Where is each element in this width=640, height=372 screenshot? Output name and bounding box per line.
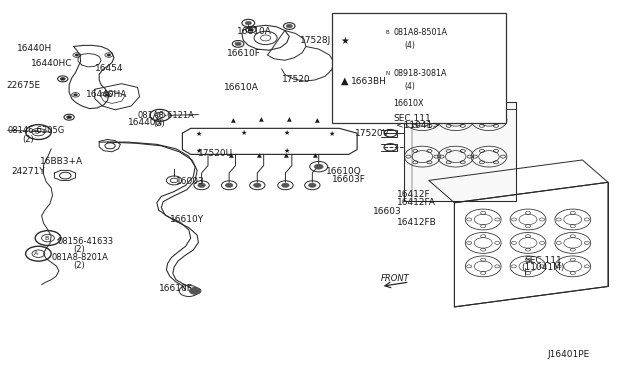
Text: 16440N: 16440N xyxy=(128,118,163,127)
Text: 1663BH: 1663BH xyxy=(351,77,387,86)
Circle shape xyxy=(286,24,292,28)
Text: (2): (2) xyxy=(74,261,85,270)
Text: 16412FB: 16412FB xyxy=(397,218,436,227)
Text: (2): (2) xyxy=(154,119,165,128)
Text: ▲: ▲ xyxy=(259,117,264,122)
Text: 16610Y: 16610Y xyxy=(170,215,204,224)
Circle shape xyxy=(106,94,109,96)
Text: 08156-41633: 08156-41633 xyxy=(58,237,114,246)
Text: 16610F: 16610F xyxy=(159,284,193,293)
Text: SEC.111: SEC.111 xyxy=(394,114,431,123)
Text: ★: ★ xyxy=(340,35,349,45)
Text: ★: ★ xyxy=(284,130,290,136)
Text: (2): (2) xyxy=(74,246,85,254)
Text: ▲: ▲ xyxy=(312,154,317,159)
Circle shape xyxy=(67,116,72,119)
Text: ★: ★ xyxy=(195,148,202,154)
Text: 16412FA: 16412FA xyxy=(397,198,436,207)
Circle shape xyxy=(245,21,252,25)
Circle shape xyxy=(282,183,289,187)
Circle shape xyxy=(248,28,253,31)
Text: 17520: 17520 xyxy=(282,76,310,84)
Text: ★: ★ xyxy=(195,131,202,137)
Bar xyxy=(404,102,516,201)
Text: J16401PE: J16401PE xyxy=(547,350,589,359)
Text: <11041>: <11041> xyxy=(396,121,440,130)
Text: 081A8-6121A: 081A8-6121A xyxy=(138,111,195,120)
Circle shape xyxy=(75,54,79,56)
Circle shape xyxy=(225,183,233,187)
Text: B: B xyxy=(35,129,38,135)
Bar xyxy=(332,13,506,123)
Text: 16610A: 16610A xyxy=(237,27,271,36)
Text: 16440H: 16440H xyxy=(17,44,52,53)
Text: N: N xyxy=(386,71,390,76)
Circle shape xyxy=(107,54,111,56)
Text: 16610A: 16610A xyxy=(224,83,259,92)
Circle shape xyxy=(235,42,241,46)
Text: (4): (4) xyxy=(404,82,415,91)
Text: 081A8-8501A: 081A8-8501A xyxy=(394,28,447,37)
Text: B: B xyxy=(156,113,160,118)
Text: 17520V: 17520V xyxy=(355,129,390,138)
Text: 08918-3081A: 08918-3081A xyxy=(394,69,447,78)
Circle shape xyxy=(308,183,316,187)
Text: 08146-6305G: 08146-6305G xyxy=(8,126,65,135)
Text: 081A8-8201A: 081A8-8201A xyxy=(51,253,108,262)
Text: 16610Q: 16610Q xyxy=(326,167,362,176)
Text: 16603: 16603 xyxy=(372,207,401,216)
Circle shape xyxy=(60,77,65,80)
Text: 17528J: 17528J xyxy=(300,36,331,45)
Text: ▲: ▲ xyxy=(229,154,234,159)
Text: 16610F: 16610F xyxy=(227,49,261,58)
Text: 16BB3+A: 16BB3+A xyxy=(40,157,83,166)
Text: SEC.111: SEC.111 xyxy=(525,256,563,265)
Text: 16603F: 16603F xyxy=(332,175,365,184)
Text: B: B xyxy=(386,30,390,35)
Text: 17520U: 17520U xyxy=(198,149,234,158)
Circle shape xyxy=(314,164,323,169)
Text: (11041M): (11041M) xyxy=(522,263,565,272)
Circle shape xyxy=(198,183,205,187)
Circle shape xyxy=(374,31,379,34)
Text: 22675E: 22675E xyxy=(6,81,40,90)
Text: 16454: 16454 xyxy=(95,64,124,73)
Text: 16440HA: 16440HA xyxy=(86,90,128,99)
Circle shape xyxy=(253,183,261,187)
Text: ▲: ▲ xyxy=(257,154,262,159)
Text: ★: ★ xyxy=(284,148,290,154)
Text: A: A xyxy=(35,251,38,256)
Text: ▲: ▲ xyxy=(341,76,349,86)
Text: 16412F: 16412F xyxy=(397,190,431,199)
Text: B: B xyxy=(44,235,48,241)
Text: 16003: 16003 xyxy=(176,177,205,186)
Text: 16440HC: 16440HC xyxy=(31,59,72,68)
Circle shape xyxy=(189,288,201,294)
Text: ▲: ▲ xyxy=(284,153,289,158)
Text: ▲: ▲ xyxy=(315,118,320,124)
Text: (4): (4) xyxy=(404,41,415,50)
Text: ▲: ▲ xyxy=(231,118,236,124)
Circle shape xyxy=(74,94,77,96)
Text: FRONT: FRONT xyxy=(381,274,410,283)
Text: ▲: ▲ xyxy=(287,117,292,122)
Text: (2): (2) xyxy=(22,135,34,144)
Text: 16610X: 16610X xyxy=(394,99,424,108)
Text: ★: ★ xyxy=(328,131,335,137)
Text: ★: ★ xyxy=(240,130,246,136)
Text: 24271Y: 24271Y xyxy=(12,167,45,176)
